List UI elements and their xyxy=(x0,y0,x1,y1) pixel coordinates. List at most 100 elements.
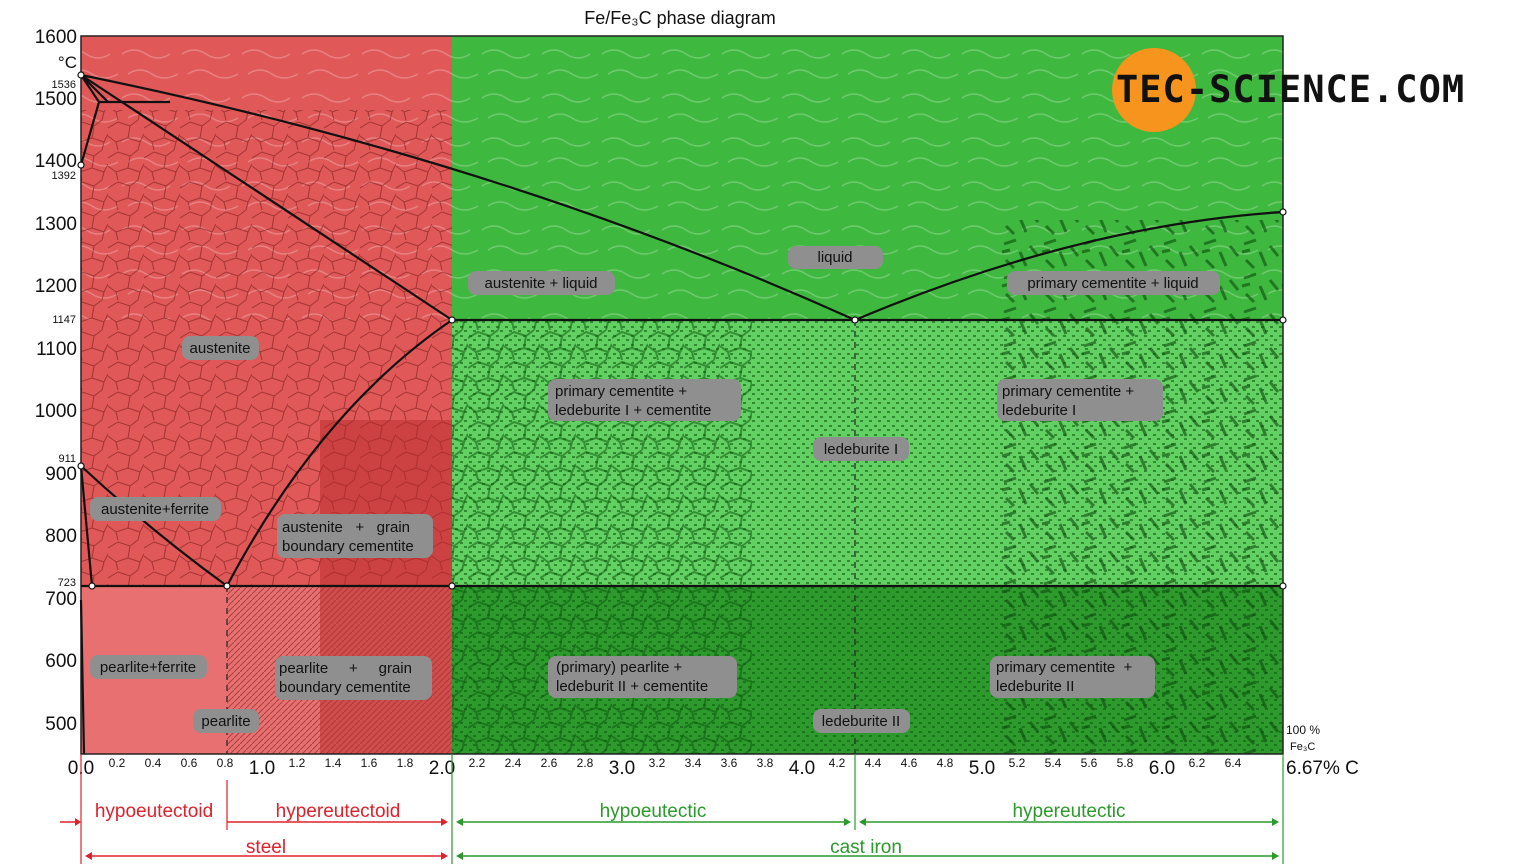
x-minor-tick: 4.8 xyxy=(937,756,954,770)
label-cem-ledeb2-1: primary cementite + xyxy=(996,659,1133,676)
label-box xyxy=(193,709,259,733)
label-pearlite: pearlite xyxy=(201,713,250,730)
x-minor-tick: 5.4 xyxy=(1045,756,1062,770)
y-tick: 500 xyxy=(45,714,77,735)
x-tick: 1.0 xyxy=(249,758,275,779)
x-minor-tick: 5.2 xyxy=(1009,756,1026,770)
x-minor-tick: 2.2 xyxy=(469,756,486,770)
y-tick: 1300 xyxy=(35,214,77,235)
classification-arrows xyxy=(60,818,1279,860)
x-minor-tick: 1.4 xyxy=(325,756,342,770)
y-special-labels: 1536 1392 1147 911 723 xyxy=(52,79,76,589)
diagram-title: Fe/Fe₃C phase diagram xyxy=(584,8,775,28)
x-tick: 5.0 xyxy=(969,758,995,779)
tec-science-logo[interactable]: TEC-SCIENCE.COM xyxy=(1112,48,1512,134)
plot-frame xyxy=(80,35,1284,755)
x-minor-tick: 4.6 xyxy=(901,756,918,770)
arrow-steel-right-head xyxy=(441,852,448,860)
y-tick: 1400 xyxy=(35,151,77,172)
x-minor-tick: 6.4 xyxy=(1225,756,1242,770)
label-cementite-liquid: primary cementite + liquid xyxy=(1027,275,1198,292)
y-tick: 1000 xyxy=(35,401,77,422)
point-1536 xyxy=(77,71,85,79)
arrow-cast-iron-right-head xyxy=(1272,852,1279,860)
region-labels: liquid austenite + liquid primary cement… xyxy=(100,249,1199,730)
y-axis: 1600 1500 1400 1300 1200 1100 1000 900 8… xyxy=(35,27,77,735)
y-tick: 800 xyxy=(45,526,77,547)
arrow-hypereutectic-right-head xyxy=(1272,818,1279,826)
point-s xyxy=(223,582,231,590)
label-austenite-liquid: austenite + liquid xyxy=(485,275,598,292)
x-minor-tick: 1.8 xyxy=(397,756,414,770)
label-hypoeutectoid: hypoeutectoid xyxy=(95,801,213,822)
x-minor-tick: 1.6 xyxy=(361,756,378,770)
label-ledeburite-1: ledeburite I xyxy=(824,441,898,458)
arrow-steel-left-head xyxy=(85,852,92,860)
x-minor-tick: 0.4 xyxy=(145,756,162,770)
ferrite-line xyxy=(79,599,86,755)
x-minor-tick: 5.8 xyxy=(1117,756,1134,770)
y-tick: 700 xyxy=(45,589,77,610)
point-f xyxy=(1279,316,1287,324)
y-tick: 900 xyxy=(45,464,77,485)
x-minor-tick: 6.2 xyxy=(1189,756,1206,770)
label-box xyxy=(997,379,1163,421)
classification-guides xyxy=(80,754,1284,864)
label-cem-ledeb2-2: ledeburite II xyxy=(996,678,1074,695)
hypo-grain-texture xyxy=(452,320,752,586)
x-minor-tick: 0.2 xyxy=(109,756,126,770)
label-box xyxy=(548,656,737,698)
x-minor-tick: 0.8 xyxy=(217,756,234,770)
label-hypereutectic: hypereutectic xyxy=(1012,801,1125,822)
logo-text: TEC-SCIENCE.COM xyxy=(1116,68,1466,111)
label-ledeb-hyper-2: ledeburite I xyxy=(1002,402,1076,419)
label-box xyxy=(277,514,433,558)
acm-line xyxy=(226,319,453,587)
label-pearlite-ledeb2-1: (primary) pearlite + xyxy=(556,659,683,676)
x-minor-tick: 3.8 xyxy=(757,756,774,770)
label-box xyxy=(548,379,741,421)
label-box xyxy=(468,271,615,295)
label-ledeb-hypo-1: primary cementite + xyxy=(555,383,687,400)
y-tick: 1100 xyxy=(36,339,77,360)
x-minor-tick: 4.2 xyxy=(829,756,846,770)
y-tick: 1200 xyxy=(35,276,77,297)
logo-circle xyxy=(1112,48,1196,132)
label-box xyxy=(182,336,259,360)
arrow-hypoeutectoid-head xyxy=(75,818,81,826)
a3-line xyxy=(80,465,228,587)
label-pearlite-grain-2: boundary cementite xyxy=(279,679,411,696)
label-box xyxy=(1007,271,1220,295)
label-austenite-grain-1: austenite + grain xyxy=(282,519,410,536)
label-box xyxy=(788,246,883,269)
y-unit: °C xyxy=(58,53,77,72)
x-minor-tick: 2.8 xyxy=(577,756,594,770)
y-special-label: 911 xyxy=(58,453,76,465)
arrow-hypereutectic-left-head xyxy=(859,818,866,826)
label-austenite: austenite xyxy=(190,340,251,357)
arrow-cast-iron-left-head xyxy=(456,852,463,860)
x-minor-tick: 1.2 xyxy=(289,756,306,770)
label-cast-iron: cast iron xyxy=(830,837,902,858)
y-special-label: 1147 xyxy=(52,314,76,326)
y-tick: 1500 xyxy=(35,89,77,110)
classification-labels: hypoeutectoid hypereutectoid steel hypoe… xyxy=(95,801,1126,858)
liquidus-right xyxy=(854,210,1284,322)
label-pearlite-ferrite: pearlite+ferrite xyxy=(100,659,196,676)
point-e xyxy=(448,316,456,324)
phase-lines xyxy=(79,73,1284,755)
point-1392 xyxy=(77,161,85,169)
solidus xyxy=(80,74,453,321)
x-minor-tick: 3.4 xyxy=(685,756,702,770)
y-special-label: 723 xyxy=(58,577,76,589)
x-minor-tick: 2.6 xyxy=(541,756,558,770)
y-tick: 1600 xyxy=(35,27,77,48)
label-box xyxy=(275,656,432,700)
y-special-label: 1392 xyxy=(52,170,76,182)
arrow-hypereutectoid-head xyxy=(441,818,448,826)
x-axis-minor: 0.2 0.4 0.6 0.8 1.2 1.4 1.6 1.8 2.2 2.4 … xyxy=(109,756,1242,770)
x-tick: 3.0 xyxy=(609,758,635,779)
x-end-label: 6.67% C xyxy=(1286,758,1359,779)
label-box xyxy=(90,655,207,679)
label-pearlite-grain-1: pearlite + grain xyxy=(279,660,412,677)
